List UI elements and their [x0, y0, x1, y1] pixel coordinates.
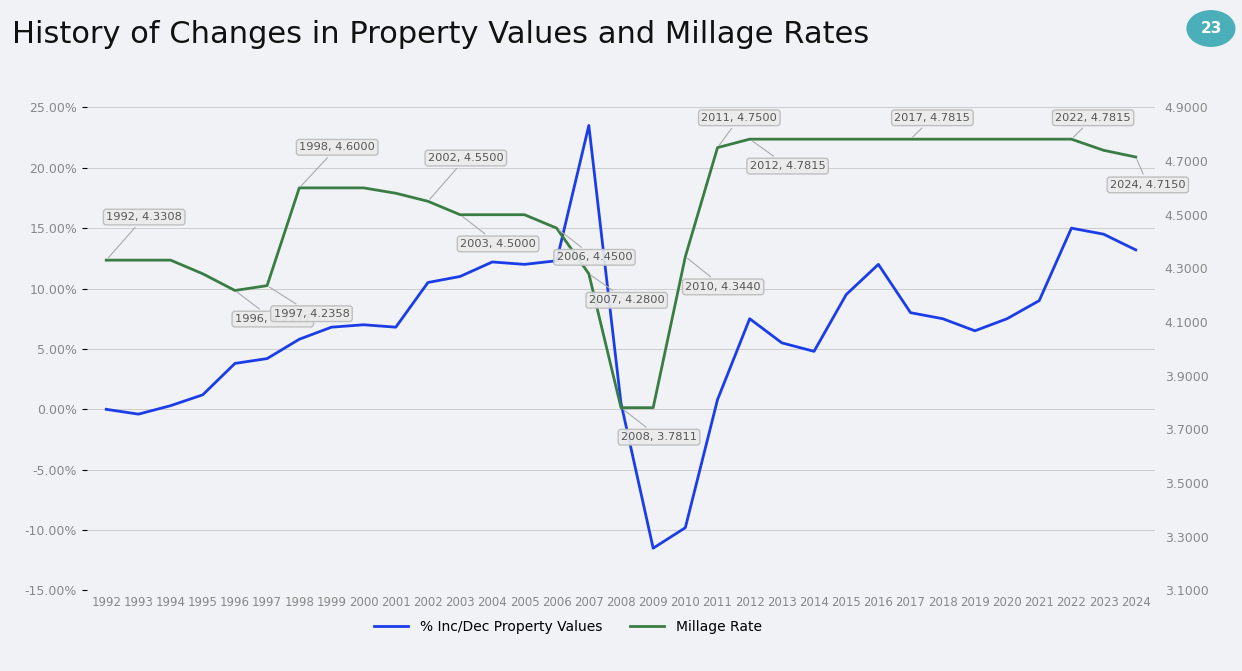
- % Inc/Dec Property Values: [678, 523, 693, 531]
- Millage Rate: [484, 211, 499, 219]
- Millage Rate: [324, 184, 339, 192]
- Millage Rate: [195, 270, 210, 278]
- % Inc/Dec Property Values: [871, 260, 886, 268]
- % Inc/Dec Property Values: [903, 309, 918, 317]
- % Inc/Dec Property Values: [1097, 230, 1112, 238]
- % Inc/Dec Property Values: [1064, 224, 1079, 232]
- % Inc/Dec Property Values: [389, 323, 404, 331]
- % Inc/Dec Property Values: [324, 323, 339, 331]
- Millage Rate: [838, 135, 853, 143]
- Text: 2007, 4.2800: 2007, 4.2800: [589, 275, 664, 305]
- Millage Rate: [614, 404, 628, 412]
- % Inc/Dec Property Values: [163, 402, 178, 410]
- % Inc/Dec Property Values: [838, 291, 853, 299]
- % Inc/Dec Property Values: [452, 272, 467, 280]
- Text: 2006, 4.4500: 2006, 4.4500: [556, 230, 632, 262]
- Text: 2010, 4.3440: 2010, 4.3440: [686, 258, 761, 292]
- Millage Rate: [968, 135, 982, 143]
- % Inc/Dec Property Values: [227, 360, 242, 368]
- % Inc/Dec Property Values: [743, 315, 758, 323]
- Millage Rate: [452, 211, 467, 219]
- Millage Rate: [710, 144, 725, 152]
- Text: 2012, 4.7815: 2012, 4.7815: [750, 141, 826, 171]
- Text: 2008, 3.7811: 2008, 3.7811: [621, 409, 697, 442]
- % Inc/Dec Property Values: [935, 315, 950, 323]
- Millage Rate: [1032, 135, 1047, 143]
- % Inc/Dec Property Values: [421, 278, 436, 287]
- Millage Rate: [99, 256, 114, 264]
- % Inc/Dec Property Values: [517, 260, 532, 268]
- Text: 2017, 4.7815: 2017, 4.7815: [894, 113, 970, 138]
- Millage Rate: [163, 256, 178, 264]
- Millage Rate: [903, 135, 918, 143]
- % Inc/Dec Property Values: [710, 396, 725, 404]
- Millage Rate: [389, 189, 404, 197]
- Text: 1998, 4.6000: 1998, 4.6000: [299, 142, 375, 186]
- Millage Rate: [549, 224, 564, 232]
- Millage Rate: [935, 135, 950, 143]
- % Inc/Dec Property Values: [484, 258, 499, 266]
- Legend: % Inc/Dec Property Values, Millage Rate: % Inc/Dec Property Values, Millage Rate: [368, 614, 768, 639]
- Millage Rate: [227, 287, 242, 295]
- Millage Rate: [806, 135, 821, 143]
- % Inc/Dec Property Values: [99, 405, 114, 413]
- % Inc/Dec Property Values: [581, 121, 596, 130]
- Text: 1997, 4.2358: 1997, 4.2358: [270, 287, 349, 319]
- % Inc/Dec Property Values: [130, 410, 145, 418]
- Text: 23: 23: [1200, 21, 1222, 36]
- Text: 2011, 4.7500: 2011, 4.7500: [702, 113, 777, 146]
- Millage Rate: [260, 282, 274, 290]
- % Inc/Dec Property Values: [356, 321, 371, 329]
- % Inc/Dec Property Values: [1032, 297, 1047, 305]
- Line: Millage Rate: Millage Rate: [107, 139, 1135, 408]
- % Inc/Dec Property Values: [195, 391, 210, 399]
- Text: 2022, 4.7815: 2022, 4.7815: [1056, 113, 1131, 137]
- % Inc/Dec Property Values: [292, 336, 307, 344]
- Circle shape: [1187, 11, 1235, 46]
- Millage Rate: [517, 211, 532, 219]
- % Inc/Dec Property Values: [549, 257, 564, 265]
- % Inc/Dec Property Values: [260, 354, 274, 362]
- Millage Rate: [678, 252, 693, 260]
- Millage Rate: [646, 404, 661, 412]
- Millage Rate: [1097, 146, 1112, 154]
- Text: 1996, 4.2177: 1996, 4.2177: [235, 292, 310, 324]
- Text: 1992, 4.3308: 1992, 4.3308: [107, 212, 183, 258]
- Text: 2003, 4.5000: 2003, 4.5000: [460, 217, 537, 249]
- Millage Rate: [871, 135, 886, 143]
- % Inc/Dec Property Values: [806, 348, 821, 356]
- Millage Rate: [1064, 135, 1079, 143]
- Text: History of Changes in Property Values and Millage Rates: History of Changes in Property Values an…: [12, 20, 869, 49]
- Millage Rate: [130, 256, 145, 264]
- % Inc/Dec Property Values: [646, 544, 661, 552]
- Millage Rate: [292, 184, 307, 192]
- % Inc/Dec Property Values: [775, 339, 790, 347]
- Millage Rate: [421, 197, 436, 205]
- Millage Rate: [1128, 153, 1143, 161]
- Millage Rate: [1000, 135, 1015, 143]
- % Inc/Dec Property Values: [614, 399, 628, 407]
- % Inc/Dec Property Values: [1000, 315, 1015, 323]
- Text: 2024, 4.7150: 2024, 4.7150: [1110, 160, 1186, 190]
- % Inc/Dec Property Values: [968, 327, 982, 335]
- Line: % Inc/Dec Property Values: % Inc/Dec Property Values: [107, 125, 1135, 548]
- Millage Rate: [743, 135, 758, 143]
- Millage Rate: [581, 270, 596, 278]
- Text: 2002, 4.5500: 2002, 4.5500: [428, 153, 504, 199]
- Millage Rate: [356, 184, 371, 192]
- Millage Rate: [775, 135, 790, 143]
- % Inc/Dec Property Values: [1128, 246, 1143, 254]
